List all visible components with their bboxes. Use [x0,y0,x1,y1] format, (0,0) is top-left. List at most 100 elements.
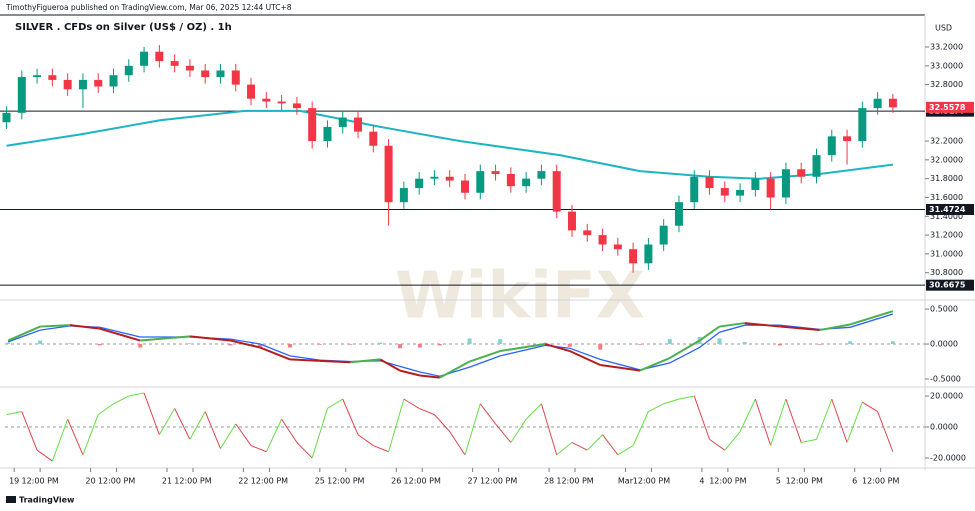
candle-body [78,79,87,90]
oscillator-segment [464,403,481,455]
candle-body [644,244,653,264]
oscillator-segment [6,411,22,416]
oscillator-segment [97,403,114,416]
candle-body [63,79,72,90]
macd-segment [140,335,191,342]
histogram-bar [890,341,895,345]
histogram-bar [38,340,43,345]
candle-body [506,173,515,187]
macd-segment [350,358,381,364]
oscillator-segment [204,411,221,449]
candle-body [140,51,149,66]
oscillator-segment [36,449,53,462]
oscillator-segment [373,445,389,453]
macd-segment [289,358,320,362]
candle-body [843,136,852,142]
y-tick-label: 32.0000 [930,155,963,164]
candle-body [858,108,867,142]
oscillator-segment [663,398,680,405]
x-tick-label: 12:00 PM [633,477,670,486]
oscillator-segment [556,442,573,456]
macd-segment [744,322,780,328]
x-tick-label: 27 [468,477,478,486]
last-price-box [926,101,974,113]
y-tick-label: -20.0000 [930,453,966,462]
oscillator-segment [724,431,741,451]
x-tick-label: 12:00 PM [556,477,593,486]
x-tick-label: 26 [391,477,401,486]
candle-body [552,171,561,212]
macd-segment [639,357,671,372]
macd-segment [99,327,141,342]
candle-body [659,225,668,245]
candle-body [292,103,301,109]
candle-body [598,235,607,245]
candle-body [491,171,500,174]
oscillator-segment [388,398,405,452]
oscillator-segment [82,414,99,456]
histogram-bar [317,344,322,345]
candle-body [461,180,469,193]
histogram-bar [717,338,722,345]
macd-segment [544,343,570,352]
histogram-bar [598,344,603,350]
level-label: 30.6675 [929,281,966,290]
oscillator-segment [67,419,84,456]
candle-body [338,117,347,127]
macd-segment [69,324,100,330]
candle-body [415,178,424,189]
oscillator-segment [632,411,649,446]
histogram-bar [348,344,353,345]
oscillator-segment [877,411,894,452]
macd-segment [499,343,546,353]
oscillator-segment [785,398,802,443]
oscillator-segment [586,434,603,451]
candle-body [323,126,332,142]
candle-body [797,169,806,177]
level-label-box [926,279,974,291]
oscillator-segment [449,431,466,456]
oscillator-segment [479,403,496,425]
macd-segment [419,374,440,379]
candle-body [751,178,760,190]
histogram-bar [288,344,293,348]
oscillator-segment [862,401,878,412]
macd-segment [600,364,641,372]
x-tick-label: 12:00 PM [862,477,899,486]
x-tick-label: 21 [162,477,172,486]
y-tick-label: 32.2000 [930,137,963,146]
last-price-label: 32.5578 [929,103,966,112]
y-tick-label: 20.0000 [930,392,963,401]
candle-body [781,169,790,198]
oscillator-segment [311,408,328,459]
candle-body [2,112,11,123]
oscillator-segment [265,419,283,452]
histogram-bar [417,344,422,348]
oscillator-segment [602,434,619,456]
unit: USD [935,24,952,33]
y-tick-label: 0.0000 [930,422,958,431]
x-tick-label: 12:00 PM [251,477,288,486]
histogram-bar [138,344,143,348]
y-tick-label: 31.8000 [930,174,963,183]
y-tick-label: 32.8000 [930,80,963,89]
x-tick-label: 12:00 PM [404,477,441,486]
macd-segment [230,339,261,349]
histogram-bar [543,342,548,345]
candle-body [247,84,256,99]
x-tick-label: 12:00 PM [21,477,58,486]
macd-segment [849,310,894,326]
oscillator-segment [128,392,145,397]
candle-body [583,230,592,236]
histogram-bar [498,339,503,345]
histogram-bar [398,344,403,349]
candle-body [384,145,393,203]
histogram-bar [817,344,822,345]
candle-body [888,98,897,108]
y-tick-label: 0.5000 [930,305,958,314]
oscillator-segment [418,407,435,416]
oscillator-segment [709,438,726,451]
oscillator-segment [403,398,420,409]
candle-body [201,70,210,78]
